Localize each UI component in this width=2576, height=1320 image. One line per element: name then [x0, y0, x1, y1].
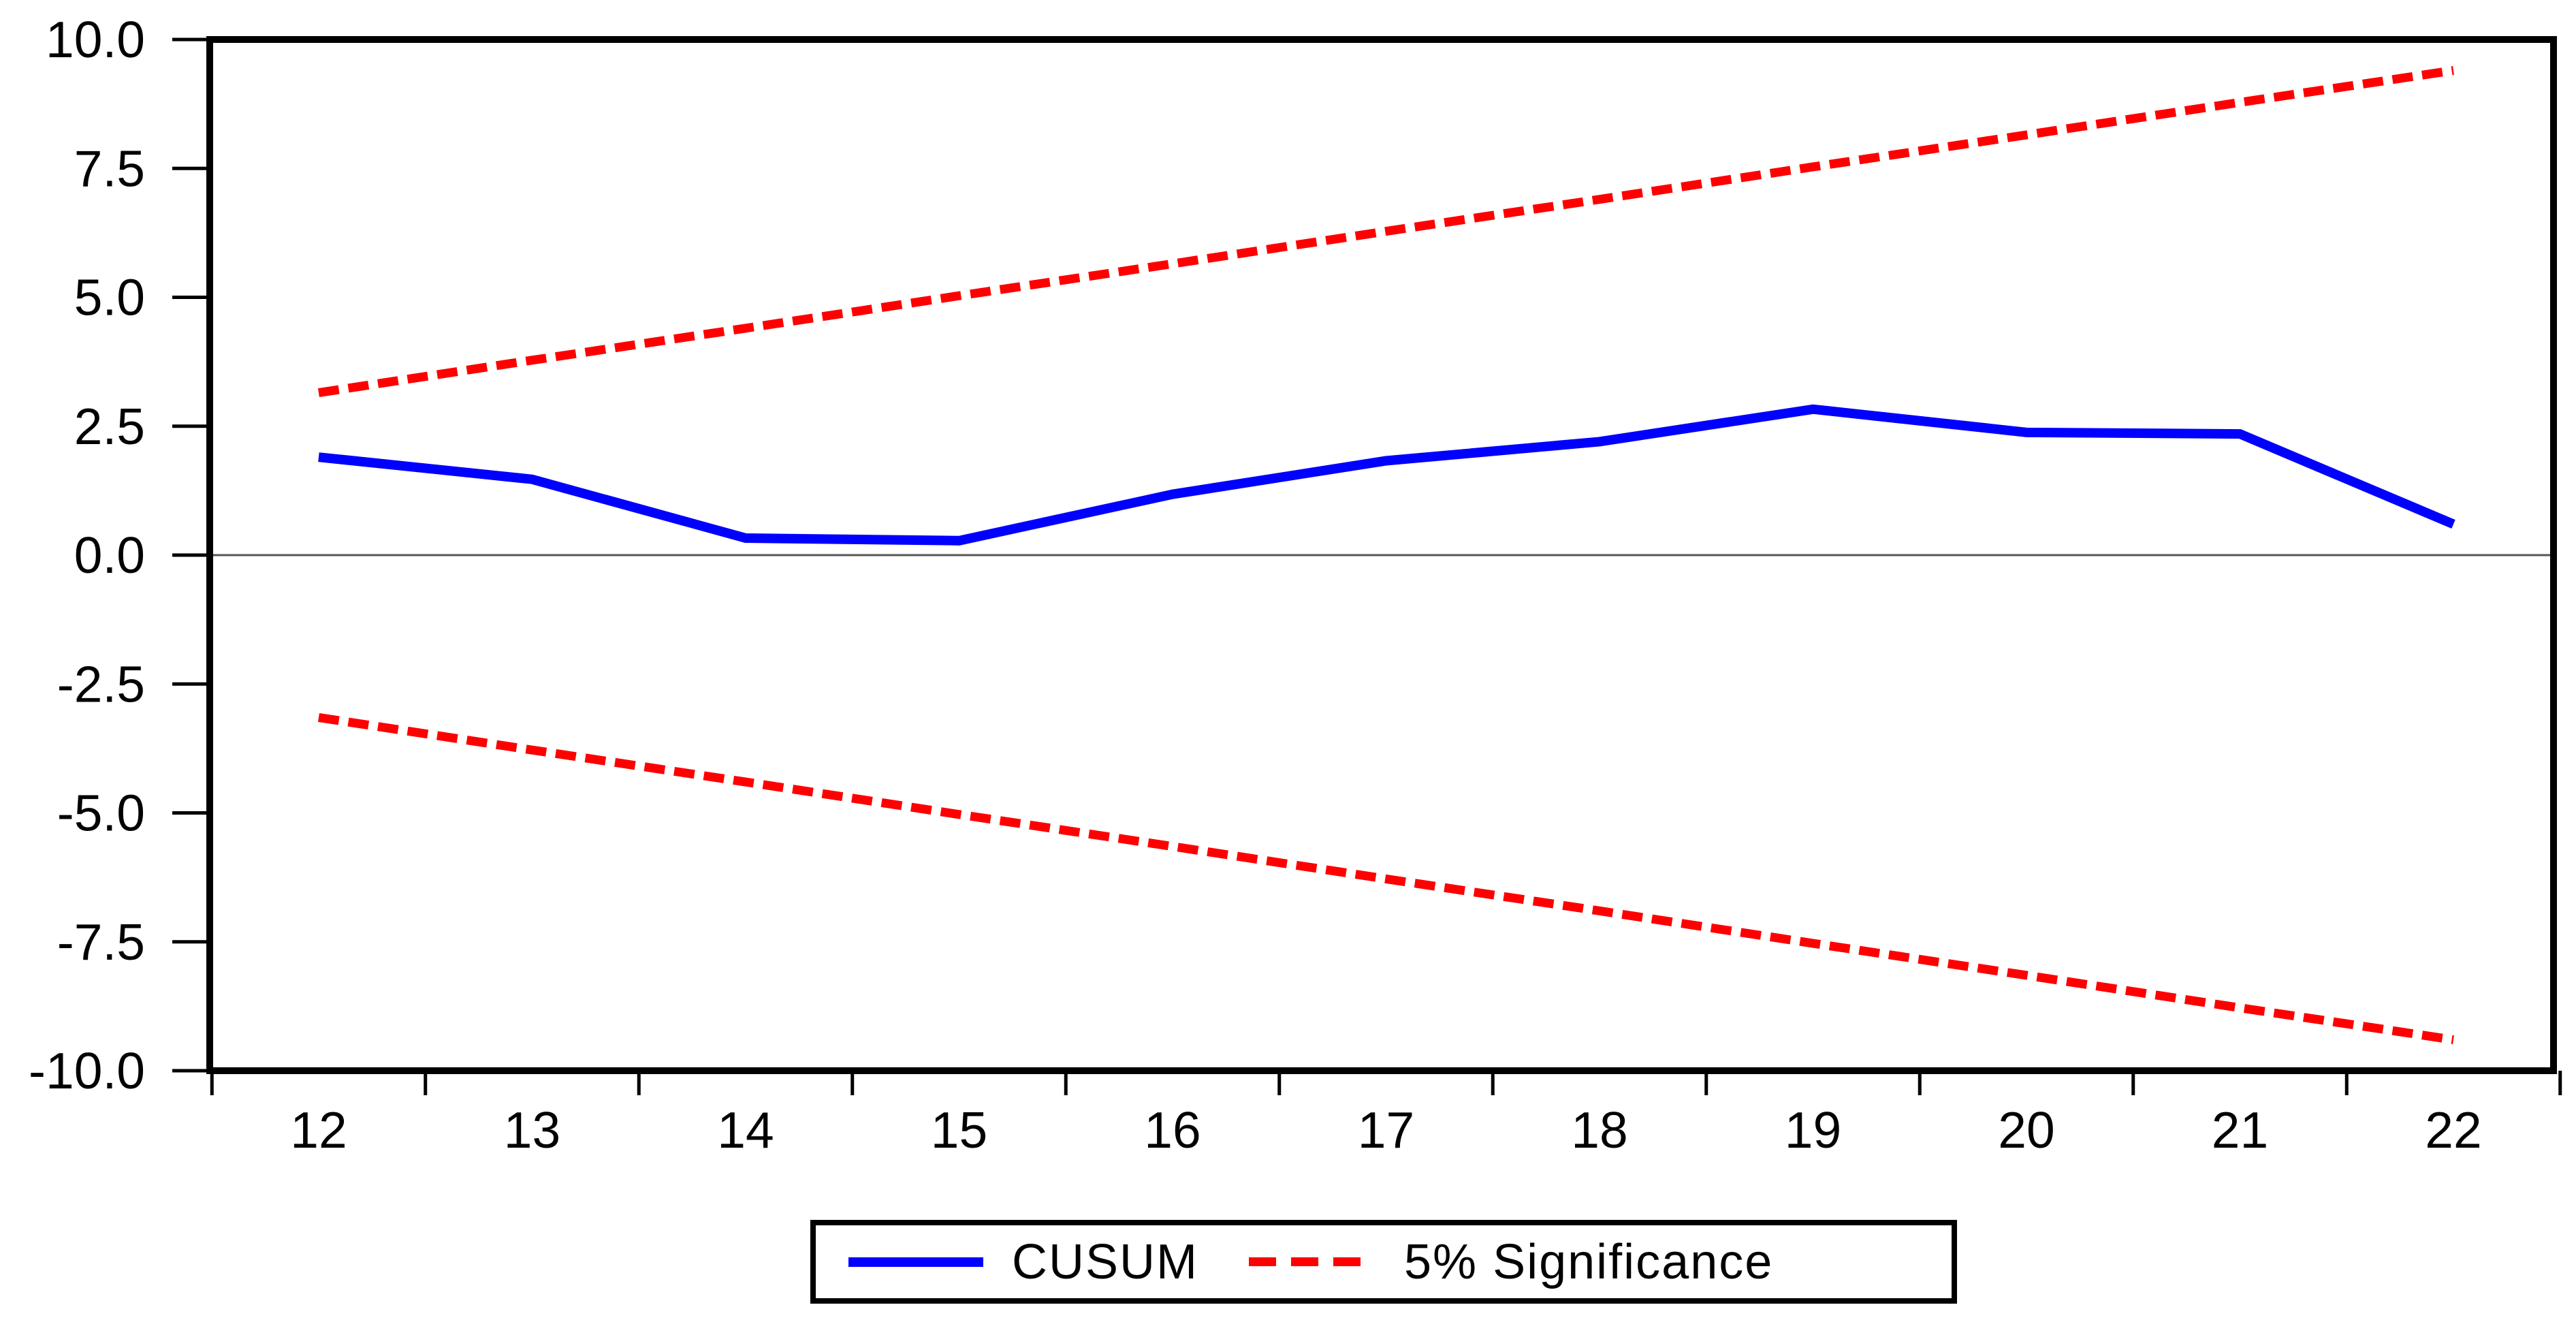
x-tick-label: 13 [504, 1101, 560, 1159]
cusum-line [318, 404, 2455, 546]
legend: CUSUM 5% Significance [810, 1220, 1957, 1304]
x-tick-label: 18 [1571, 1101, 1627, 1159]
significance-lower-line [318, 713, 2454, 1045]
y-tick-label: 10.0 [46, 11, 145, 68]
x-axis-group: 12 13 14 15 16 17 18 19 20 21 22 [210, 1071, 2562, 1159]
x-tick-label: 21 [2212, 1101, 2268, 1159]
y-axis-group: 10.0 7.5 5.0 2.5 0.0 -2.5 -5.0 -7.5 -10.0 [29, 11, 210, 1099]
series-group [318, 65, 2455, 1045]
x-tick-label: 17 [1358, 1101, 1414, 1159]
x-tick-label: 12 [290, 1101, 347, 1159]
y-tick-label: 0.0 [74, 527, 145, 584]
significance-upper-line [318, 65, 2454, 397]
x-tick-label: 22 [2425, 1101, 2481, 1159]
y-tick-label: 5.0 [74, 269, 145, 326]
legend-label-significance: 5% Significance [1404, 1234, 1774, 1289]
x-tick-label: 15 [931, 1101, 987, 1159]
x-tick-label: 20 [1998, 1101, 2054, 1159]
y-tick-label: -10.0 [29, 1042, 145, 1099]
legend-label-cusum: CUSUM [1012, 1234, 1198, 1289]
y-tick-label: 7.5 [74, 140, 145, 197]
y-tick-label: -7.5 [57, 913, 145, 971]
significance-legend-line [1249, 1257, 1376, 1266]
x-tick-label: 19 [1785, 1101, 1841, 1159]
y-tick-label: -5.0 [57, 785, 145, 842]
y-tick-label: -2.5 [57, 655, 145, 712]
cusum-legend-line [848, 1257, 983, 1267]
x-tick-label: 14 [717, 1101, 774, 1159]
x-tick-label: 16 [1144, 1101, 1200, 1159]
y-tick-label: 2.5 [74, 398, 145, 455]
